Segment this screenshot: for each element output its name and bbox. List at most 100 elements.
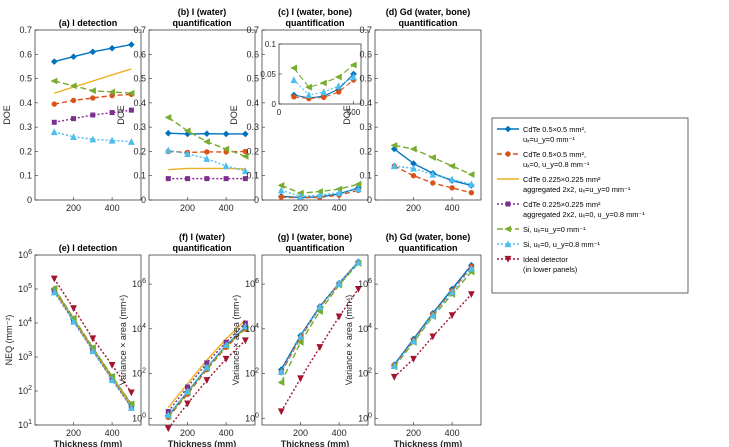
data-point-si <box>349 61 357 69</box>
data-point-siu <box>354 185 362 193</box>
data-point-siu <box>320 88 328 96</box>
legend-item-cdte05u: CdTe 0.5×0.5 mm²,uₓ=0, u_y=0.8 mm⁻¹ <box>497 150 590 169</box>
data-point-siu <box>467 264 475 272</box>
data-point-cdte05 <box>108 44 116 52</box>
panel-title: quantification <box>399 18 458 28</box>
y-tick-label: 0 <box>272 100 277 109</box>
y-tick-base: 10 <box>132 369 142 379</box>
panel-title: (b) I (water) <box>178 7 227 17</box>
y-tick-exponent: 0 <box>142 412 146 419</box>
y-tick-exponent: 6 <box>28 249 32 256</box>
series-line-ideal <box>280 288 359 412</box>
y-tick-label: 106 <box>132 278 146 289</box>
panel-title: (g) I (water, bone) <box>278 232 353 242</box>
legend-marker-si <box>504 225 512 233</box>
legend-label: CdTe 0.225×0.225 mm² <box>523 200 601 209</box>
x-tick-label: 200 <box>66 203 81 213</box>
y-tick-label: 103 <box>18 351 32 362</box>
y-tick-label: 0.4 <box>246 98 259 108</box>
y-axis-label: Variance × area (mm⁴) <box>118 295 128 385</box>
y-tick-label: 0 <box>141 195 146 205</box>
data-point-ideal <box>410 355 417 363</box>
data-point-siu <box>127 404 135 411</box>
x-tick-label: 200 <box>406 203 421 213</box>
y-tick-label: 0.1 <box>246 171 259 181</box>
y-tick-label: 0.7 <box>133 25 146 35</box>
x-tick-label: 400 <box>445 428 460 438</box>
data-point-siu <box>222 162 230 170</box>
y-tick-label: 0.2 <box>359 146 372 156</box>
series-line-siu <box>168 149 246 172</box>
series-line-cdte0225u <box>54 109 132 123</box>
y-tick-base: 10 <box>358 279 368 289</box>
data-point-si <box>69 82 77 90</box>
y-tick-exponent: 4 <box>368 323 372 330</box>
data-point-siu <box>222 341 230 349</box>
y-tick-label: 0.1 <box>359 171 372 181</box>
data-point-cdte05 <box>164 129 172 137</box>
y-tick-label: 104 <box>18 317 32 328</box>
series-line-cdte0225 <box>168 167 246 171</box>
series-line-cdte05u <box>281 189 359 199</box>
data-point-si <box>277 379 285 386</box>
legend-item-si: Si, uₓ=u_y=0 mm⁻¹ <box>497 225 586 234</box>
panel-title: (c) I (water, bone) <box>278 7 352 17</box>
axes-frame <box>34 29 142 201</box>
y-tick-label: 102 <box>245 368 259 379</box>
x-tick-label: 400 <box>445 203 460 213</box>
y-tick-label: 0.6 <box>133 49 146 59</box>
data-point-siu <box>241 167 249 174</box>
data-point-si <box>183 127 191 135</box>
data-point-siu <box>50 128 58 136</box>
y-tick-label: 0.5 <box>246 74 259 84</box>
y-tick-exponent: 6 <box>255 278 259 285</box>
x-tick-label: 500 <box>347 108 361 117</box>
y-axis-label: NEQ (mm⁻²) <box>4 315 14 366</box>
y-tick-base: 10 <box>245 279 255 289</box>
y-tick-label: 0.1 <box>133 171 146 181</box>
data-point-si <box>222 145 230 153</box>
y-tick-label: 0.6 <box>359 49 372 59</box>
data-point-siu <box>297 192 304 200</box>
data-point-si <box>429 154 436 161</box>
panel-title: quantification <box>286 243 345 253</box>
x-tick-label: 400 <box>219 203 234 213</box>
y-tick-label: 0.05 <box>260 70 276 79</box>
legend-label: aggregated 2x2, uₓ=0, u_y=0.8 mm⁻¹ <box>523 210 645 219</box>
data-point-cdte05 <box>89 48 97 56</box>
series-line-si <box>167 327 246 417</box>
y-tick-label: 0.3 <box>359 122 372 132</box>
data-point-si <box>409 145 417 153</box>
x-tick-label: 200 <box>180 428 195 438</box>
data-point-ideal <box>277 408 285 416</box>
data-point-cdte05 <box>70 53 77 61</box>
data-point-si <box>108 88 116 96</box>
data-point-siu <box>335 188 343 196</box>
series-line-ideal <box>393 293 472 378</box>
series-line-cdte05u <box>293 79 354 100</box>
y-tick-base: 10 <box>132 413 142 423</box>
data-point-siu <box>448 175 456 183</box>
data-point-siu <box>448 288 456 295</box>
y-tick-base: 10 <box>132 279 142 289</box>
y-tick-label: 0.4 <box>19 98 32 108</box>
y-tick-base: 10 <box>245 369 255 379</box>
y-tick-label: 104 <box>245 323 259 334</box>
data-point-siu <box>108 136 116 144</box>
data-point-cdte0225u <box>223 176 229 182</box>
y-tick-exponent: 6 <box>368 278 372 285</box>
legend-marker-ideal <box>504 255 512 263</box>
y-tick-label: 102 <box>358 368 372 379</box>
y-tick-base: 10 <box>18 284 28 294</box>
y-tick-exponent: 0 <box>255 412 259 419</box>
y-axis-label: DOE <box>342 105 352 125</box>
data-point-siu <box>50 288 58 296</box>
y-tick-base: 10 <box>245 324 255 334</box>
y-axis-label: DOE <box>2 105 12 125</box>
data-point-siu <box>429 170 437 178</box>
y-axis-label: DOE <box>116 105 126 125</box>
data-point-cdte0225u <box>90 112 96 118</box>
data-point-cdte05u <box>70 97 77 104</box>
